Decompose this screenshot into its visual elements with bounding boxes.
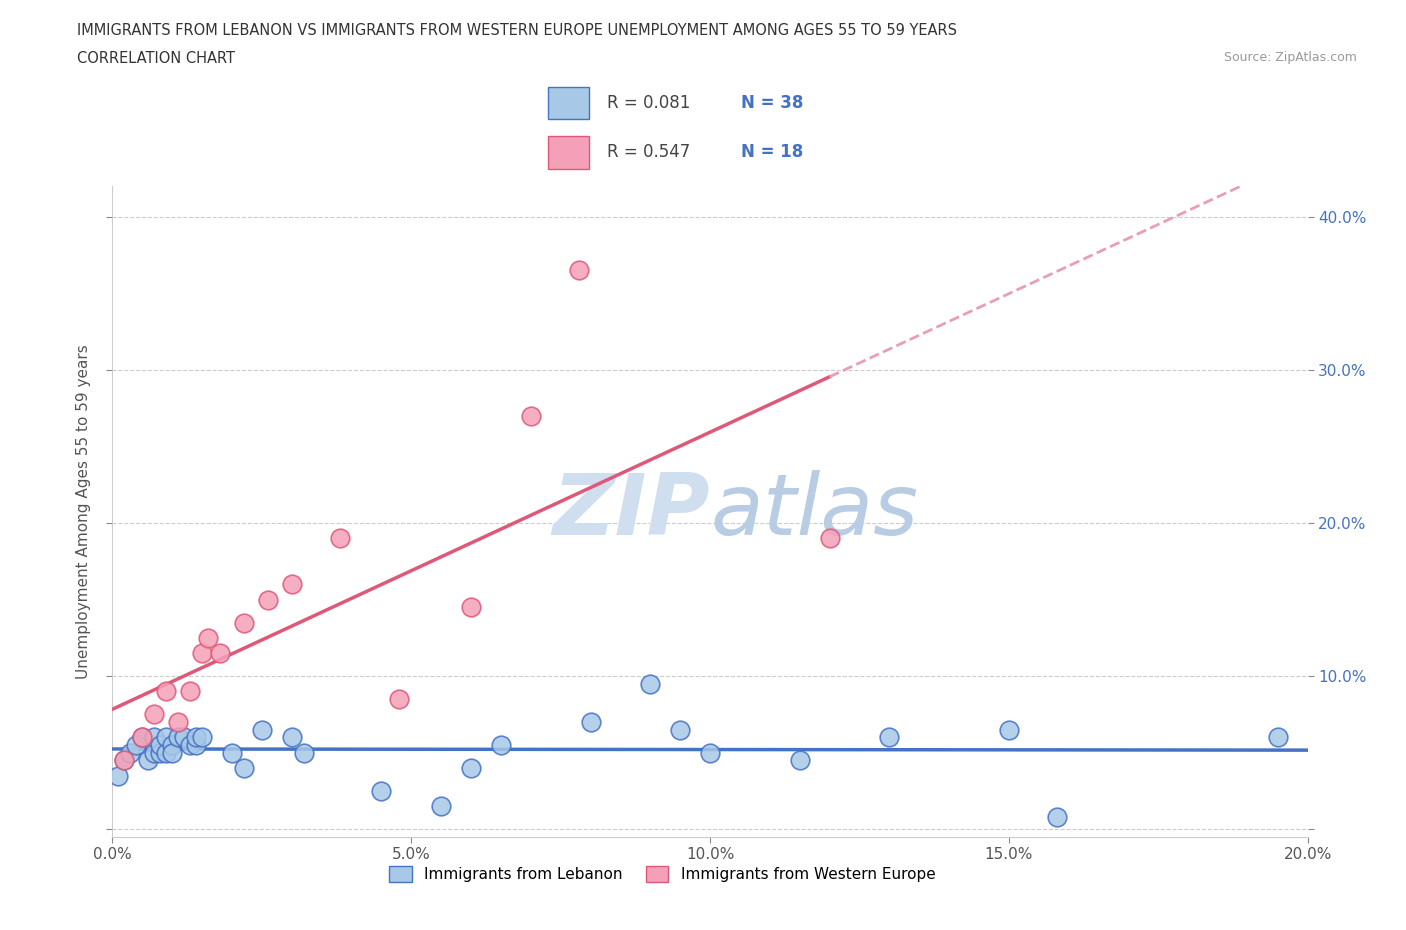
Text: R = 0.547: R = 0.547 (606, 143, 690, 162)
Point (120, 745, 142, 760)
Point (568, 263, 591, 278)
Point (388, 692, 411, 707)
Point (699, 745, 721, 760)
Point (167, 714, 190, 729)
Point (155, 684, 177, 699)
Point (1267, 730, 1289, 745)
Point (138, 753, 160, 768)
Point (370, 784, 392, 799)
Text: atlas: atlas (710, 470, 918, 553)
Point (818, 531, 841, 546)
Point (191, 730, 214, 745)
Text: IMMIGRANTS FROM LEBANON VS IMMIGRANTS FROM WESTERN EUROPE UNEMPLOYMENT AMONG AGE: IMMIGRANTS FROM LEBANON VS IMMIGRANTS FR… (77, 23, 957, 38)
Point (179, 737, 201, 752)
Point (998, 723, 1021, 737)
Point (143, 745, 166, 760)
Point (281, 730, 304, 745)
Point (669, 723, 692, 737)
Point (114, 753, 135, 768)
Point (579, 714, 602, 729)
Point (173, 730, 195, 745)
Y-axis label: Unemployment Among Ages 55 to 59 years: Unemployment Among Ages 55 to 59 years (76, 344, 91, 679)
Point (520, 408, 543, 423)
Point (329, 531, 352, 546)
FancyBboxPatch shape (548, 87, 589, 119)
Point (186, 737, 208, 752)
Point (155, 745, 177, 760)
Point (292, 745, 315, 760)
Point (281, 577, 304, 591)
Point (1046, 810, 1069, 825)
Text: N = 18: N = 18 (741, 143, 803, 162)
Point (489, 737, 512, 752)
Point (197, 631, 219, 645)
Point (107, 768, 129, 783)
Point (430, 799, 453, 814)
Point (233, 615, 256, 630)
Point (221, 745, 243, 760)
Point (257, 592, 280, 607)
Text: CORRELATION CHART: CORRELATION CHART (77, 51, 235, 66)
Point (162, 745, 183, 760)
Point (460, 761, 482, 776)
Point (640, 676, 662, 691)
Legend: Immigrants from Lebanon, Immigrants from Western Europe: Immigrants from Lebanon, Immigrants from… (382, 859, 942, 888)
FancyBboxPatch shape (548, 137, 589, 168)
Point (131, 730, 153, 745)
Point (167, 730, 190, 745)
Point (209, 645, 232, 660)
Point (460, 600, 482, 615)
Text: Source: ZipAtlas.com: Source: ZipAtlas.com (1223, 51, 1357, 64)
Text: R = 0.081: R = 0.081 (606, 94, 690, 113)
Point (179, 684, 201, 699)
Point (114, 753, 135, 768)
Point (125, 737, 148, 752)
Point (191, 645, 214, 660)
Point (143, 730, 166, 745)
Text: ZIP: ZIP (553, 470, 710, 553)
Point (143, 707, 166, 722)
Point (233, 761, 256, 776)
Text: N = 38: N = 38 (741, 94, 803, 113)
Point (250, 723, 273, 737)
Point (155, 730, 177, 745)
Point (149, 745, 172, 760)
Point (789, 753, 811, 768)
Point (131, 730, 153, 745)
Point (162, 737, 183, 752)
Point (186, 730, 208, 745)
Point (879, 730, 901, 745)
Point (149, 737, 172, 752)
